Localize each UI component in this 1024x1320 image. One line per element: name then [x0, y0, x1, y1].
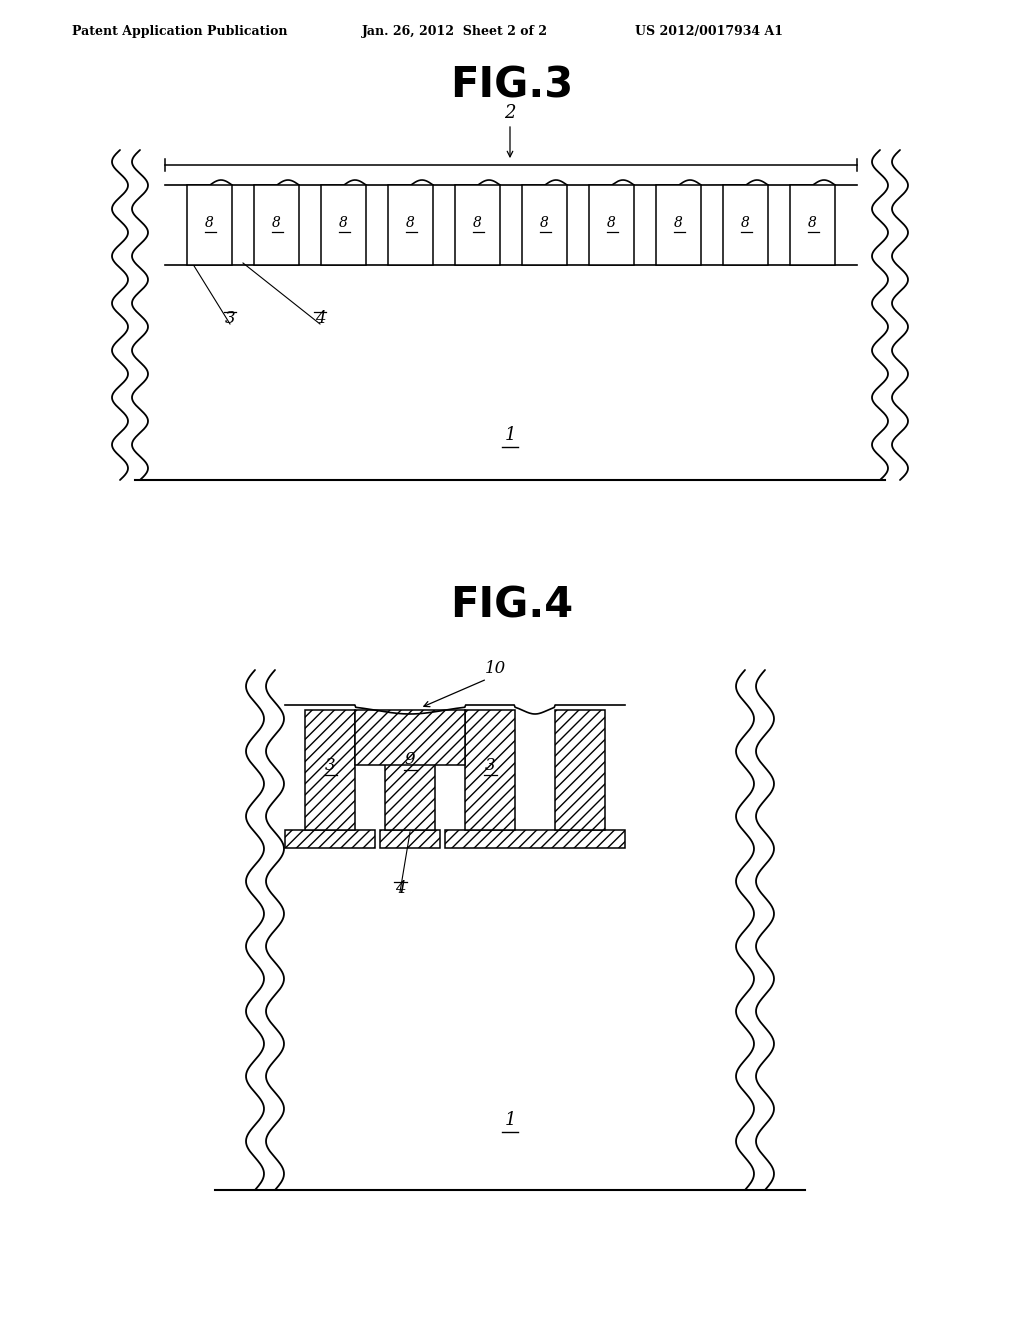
Text: 10: 10	[485, 660, 506, 677]
Bar	[254, 185, 299, 265]
Text: FIG.4: FIG.4	[451, 583, 573, 626]
Text: 8: 8	[205, 216, 214, 230]
Bar	[285, 830, 375, 847]
Text: US 2012/0017934 A1: US 2012/0017934 A1	[635, 25, 783, 38]
Bar	[522, 185, 567, 265]
Text: 3: 3	[484, 756, 496, 774]
Text: 8: 8	[607, 216, 616, 230]
Text: 8: 8	[407, 216, 415, 230]
Text: 8: 8	[674, 216, 683, 230]
Text: Jan. 26, 2012  Sheet 2 of 2: Jan. 26, 2012 Sheet 2 of 2	[362, 25, 548, 38]
Bar	[305, 710, 355, 830]
Text: 3: 3	[325, 756, 335, 774]
Text: 4: 4	[394, 880, 406, 898]
Bar	[445, 830, 625, 847]
Text: FIG.3: FIG.3	[451, 63, 573, 106]
Text: 8: 8	[339, 216, 348, 230]
Bar	[321, 185, 366, 265]
Bar	[555, 710, 605, 830]
Bar	[355, 710, 465, 766]
Text: 1: 1	[504, 426, 516, 444]
Text: 9: 9	[404, 751, 416, 768]
Bar	[589, 185, 634, 265]
Text: Patent Application Publication: Patent Application Publication	[72, 25, 288, 38]
Text: 8: 8	[741, 216, 750, 230]
Bar	[385, 741, 435, 830]
Text: 4: 4	[314, 310, 326, 327]
Bar	[790, 185, 835, 265]
Bar	[455, 185, 500, 265]
Text: 1: 1	[504, 1111, 516, 1129]
Bar	[656, 185, 701, 265]
Text: 3: 3	[224, 310, 236, 327]
Bar	[388, 185, 433, 265]
Bar	[465, 710, 515, 830]
Text: 8: 8	[473, 216, 482, 230]
Text: 8: 8	[808, 216, 817, 230]
Text: 8: 8	[272, 216, 281, 230]
Text: 8: 8	[540, 216, 549, 230]
Bar	[723, 185, 768, 265]
Bar	[187, 185, 232, 265]
Bar	[380, 830, 440, 847]
Text: 2: 2	[504, 104, 516, 121]
